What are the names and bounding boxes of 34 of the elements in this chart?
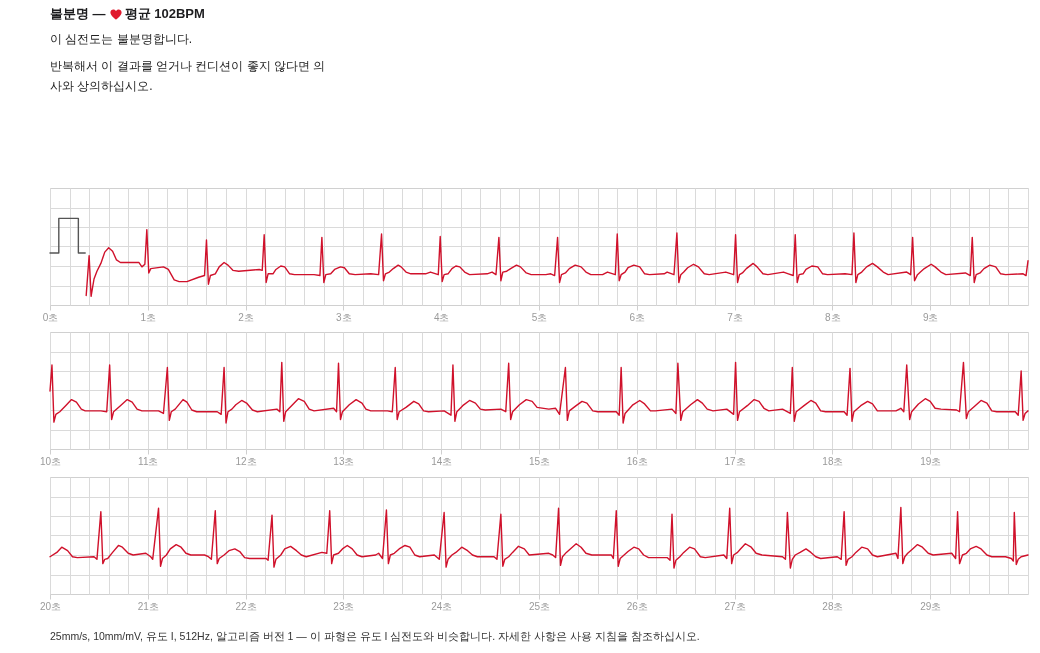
x-tick-label: 10초 <box>39 455 61 467</box>
x-tick-label: 11초 <box>137 455 158 467</box>
x-tick-label: 27초 <box>724 600 746 612</box>
text: 25mm/s, 10mm/mV, 유도 I, 512Hz, 알고리즘 버전 1 — 이 파형은 유도 I 심전도와 비슷합니다. 자세한 사항은 사용 지침을 참조하십시오. <box>50 630 700 644</box>
x-tick-label: 0초 <box>42 311 58 323</box>
x-tick-label: 7초 <box>726 311 743 323</box>
x-tick-label: 23초 <box>332 600 354 612</box>
chart-title: 불분명 — 평균 102BPM <box>50 6 205 21</box>
x-tick-label: 26초 <box>626 600 648 612</box>
x-tick-label: 2초 <box>237 311 254 323</box>
x-tick-label: 3초 <box>335 311 352 323</box>
x-tick-label: 6초 <box>629 311 645 323</box>
x-tick-label: 19초 <box>919 455 941 467</box>
x-tick-label: 18초 <box>821 455 843 467</box>
x-tick-label: 22초 <box>235 600 257 612</box>
x-tick-label: 17초 <box>724 455 746 467</box>
x-tick-label: 25초 <box>528 600 550 612</box>
x-tick-label: 9초 <box>922 311 938 323</box>
x-tick-label: 8초 <box>824 311 841 323</box>
x-tick-label: 16초 <box>626 455 648 467</box>
x-tick-label: 12초 <box>235 455 257 467</box>
x-tick-label: 20초 <box>39 600 61 612</box>
x-tick-label: 21초 <box>137 600 159 612</box>
x-tick-label: 24초 <box>430 600 452 612</box>
x-tick-label: 4초 <box>433 311 449 323</box>
x-tick-label: 1초 <box>140 311 156 323</box>
x-tick-label: 29초 <box>919 600 941 612</box>
x-tick-label: 15초 <box>528 455 550 467</box>
x-tick-label: 13초 <box>332 455 354 467</box>
chart-subtitle: 이 심전도는 불분명합니다. <box>50 31 193 48</box>
text: 반복해서 이 결과를 얻거나 컨디션이 좋지 않다면 의사와 상의하십시오. <box>50 58 327 95</box>
x-tick-label: 14초 <box>430 455 452 467</box>
x-tick-label: 28초 <box>821 600 843 612</box>
x-tick-label: 5초 <box>531 311 547 323</box>
